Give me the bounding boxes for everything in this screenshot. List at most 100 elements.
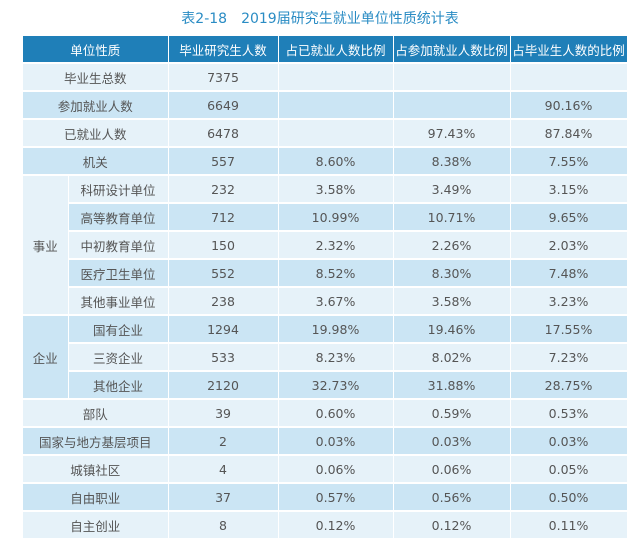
count-cell: 238 (168, 287, 279, 316)
count-cell: 2 (168, 427, 279, 456)
pct-participating-cell: 3.58% (393, 287, 511, 316)
row-label: 其他企业 (68, 371, 169, 400)
pct-graduates-cell: 0.50% (510, 483, 628, 512)
pct-participating-cell: 10.71% (393, 203, 511, 232)
count-cell: 232 (168, 175, 279, 204)
count-cell: 4 (168, 455, 279, 484)
pct-participating-cell: 8.38% (393, 147, 511, 176)
row-label: 自主创业 (23, 511, 169, 540)
table-row: 部队 39 0.60% 0.59% 0.53% (23, 399, 628, 428)
count-cell: 37 (168, 483, 279, 512)
row-label: 医疗卫生单位 (68, 259, 169, 288)
row-label: 毕业生总数 (23, 63, 169, 92)
pct-participating-cell: 0.59% (393, 399, 511, 428)
pct-employed-cell: 3.67% (278, 287, 394, 316)
table-row: 毕业生总数 7375 (23, 63, 628, 92)
pct-employed-cell: 32.73% (278, 371, 394, 400)
pct-participating-cell: 2.26% (393, 231, 511, 260)
pct-participating-cell: 8.30% (393, 259, 511, 288)
pct-participating-cell: 0.12% (393, 511, 511, 540)
pct-graduates-cell: 0.11% (510, 511, 628, 540)
pct-graduates-cell: 28.75% (510, 371, 628, 400)
pct-employed-cell: 2.32% (278, 231, 394, 260)
pct-graduates-cell: 2.03% (510, 231, 628, 260)
pct-graduates-cell: 3.23% (510, 287, 628, 316)
pct-employed-cell: 3.58% (278, 175, 394, 204)
count-cell: 1294 (168, 315, 279, 344)
pct-graduates-cell: 17.55% (510, 315, 628, 344)
header-unit-type: 单位性质 (23, 36, 169, 64)
table-row: 企业 国有企业 1294 19.98% 19.46% 17.55% (23, 315, 628, 400)
row-label: 科研设计单位 (68, 175, 169, 204)
header-pct-participating: 占参加就业人数比例 (393, 36, 511, 64)
pct-graduates-cell: 7.23% (510, 343, 628, 372)
pct-employed-cell: 8.60% (278, 147, 394, 176)
pct-graduates-cell: 9.65% (510, 203, 628, 232)
pct-employed-cell: 19.98% (278, 315, 394, 344)
table-row: 其他企业 2120 32.73% 31.88% 28.75% (23, 371, 628, 400)
table-row: 医疗卫生单位 552 8.52% 8.30% 7.48% (23, 259, 628, 288)
row-label: 机关 (23, 147, 169, 176)
header-count: 毕业研究生人数 (168, 36, 279, 64)
pct-participating-cell: 8.02% (393, 343, 511, 372)
header-pct-employed: 占已就业人数比例 (278, 36, 394, 64)
table-row: 参加就业人数 6649 90.16% (23, 91, 628, 120)
row-label: 部队 (23, 399, 169, 428)
table-row: 城镇社区 4 0.06% 0.06% 0.05% (23, 455, 628, 484)
pct-participating-cell: 31.88% (393, 371, 511, 400)
count-cell: 552 (168, 259, 279, 288)
row-label: 已就业人数 (23, 119, 169, 148)
row-label: 其他事业单位 (68, 287, 169, 316)
group-label: 事业 (23, 175, 69, 316)
row-label: 城镇社区 (23, 455, 169, 484)
count-cell: 7375 (168, 63, 279, 92)
pct-graduates-cell: 7.48% (510, 259, 628, 288)
pct-employed-cell: 0.03% (278, 427, 394, 456)
count-cell: 6649 (168, 91, 279, 120)
table-row: 其他事业单位 238 3.67% 3.58% 3.23% (23, 287, 628, 316)
pct-graduates-cell: 7.55% (510, 147, 628, 176)
pct-employed-cell: 0.57% (278, 483, 394, 512)
pct-employed-cell: 0.60% (278, 399, 394, 428)
pct-employed-cell (278, 91, 394, 120)
row-label: 中初教育单位 (68, 231, 169, 260)
pct-employed-cell: 10.99% (278, 203, 394, 232)
pct-employed-cell: 8.23% (278, 343, 394, 372)
table-row: 三资企业 533 8.23% 8.02% 7.23% (23, 343, 628, 372)
pct-graduates-cell: 3.15% (510, 175, 628, 204)
pct-graduates-cell: 0.03% (510, 427, 628, 456)
pct-participating-cell: 3.49% (393, 175, 511, 204)
table-row: 中初教育单位 150 2.32% 2.26% 2.03% (23, 231, 628, 260)
count-cell: 150 (168, 231, 279, 260)
count-cell: 2120 (168, 371, 279, 400)
pct-graduates-cell: 90.16% (510, 91, 628, 120)
count-cell: 712 (168, 203, 279, 232)
pct-participating-cell: 19.46% (393, 315, 511, 344)
table-row: 自由职业 37 0.57% 0.56% 0.50% (23, 483, 628, 512)
pct-participating-cell (393, 63, 511, 92)
row-label: 自由职业 (23, 483, 169, 512)
group-label: 企业 (23, 315, 69, 400)
employment-table: 单位性质 毕业研究生人数 占已就业人数比例 占参加就业人数比例 占毕业生人数的比… (23, 36, 628, 540)
pct-participating-cell: 0.03% (393, 427, 511, 456)
table-row: 国家与地方基层项目 2 0.03% 0.03% 0.03% (23, 427, 628, 456)
pct-participating-cell: 0.06% (393, 455, 511, 484)
pct-employed-cell (278, 63, 394, 92)
pct-employed-cell: 0.06% (278, 455, 394, 484)
pct-participating-cell: 0.56% (393, 483, 511, 512)
header-pct-graduates: 占毕业生人数的比例 (510, 36, 628, 64)
pct-graduates-cell (510, 63, 628, 92)
table-row: 事业 科研设计单位 232 3.58% 3.49% 3.15% (23, 175, 628, 316)
count-cell: 6478 (168, 119, 279, 148)
table-row: 机关 557 8.60% 8.38% 7.55% (23, 147, 628, 176)
row-label: 国家与地方基层项目 (23, 427, 169, 456)
count-cell: 533 (168, 343, 279, 372)
pct-participating-cell (393, 91, 511, 120)
pct-employed-cell: 0.12% (278, 511, 394, 540)
row-label: 参加就业人数 (23, 91, 169, 120)
count-cell: 557 (168, 147, 279, 176)
row-label: 国有企业 (68, 315, 169, 344)
row-label: 三资企业 (68, 343, 169, 372)
pct-employed-cell: 8.52% (278, 259, 394, 288)
table-row: 已就业人数 6478 97.43% 87.84% (23, 119, 628, 148)
